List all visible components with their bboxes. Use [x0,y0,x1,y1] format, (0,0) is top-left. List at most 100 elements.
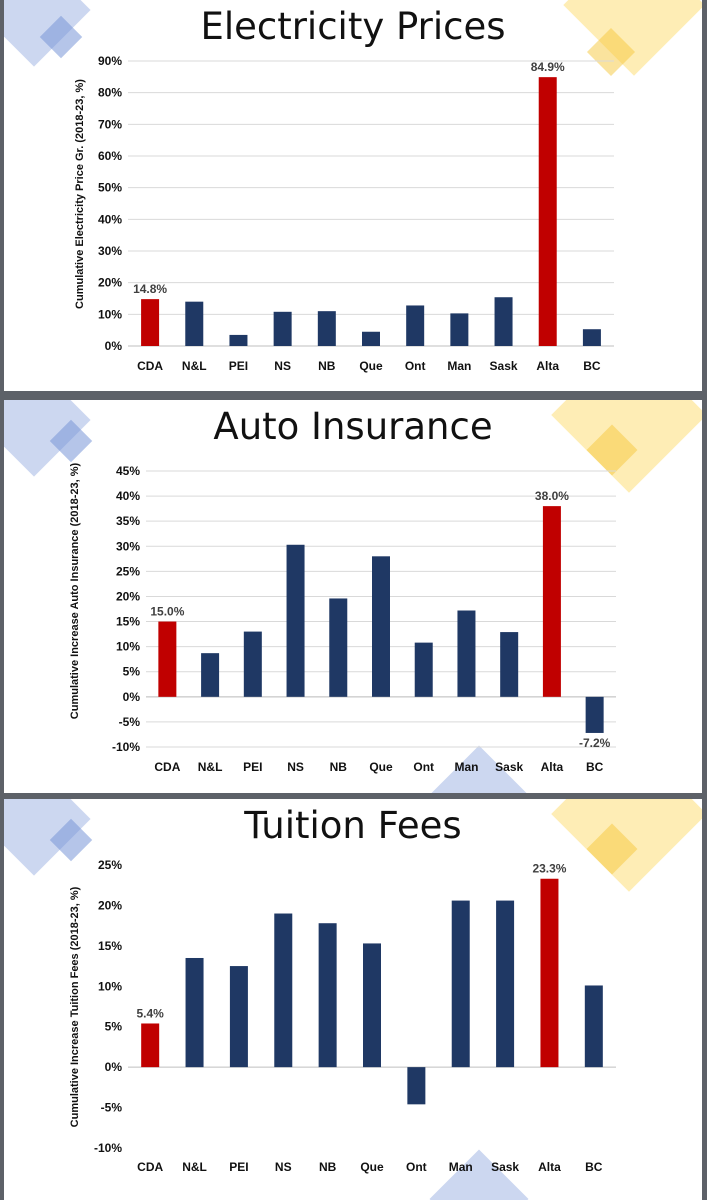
data-label: 15.0% [150,605,184,619]
bar-pei [229,334,248,346]
y-tick-label: 30% [116,539,140,553]
x-tick-label: Sask [490,359,518,373]
data-label: -7.2% [579,736,611,750]
y-tick-label: 20% [98,276,122,290]
bar-bc [585,696,604,733]
x-tick-label: BC [586,760,604,774]
y-tick-label: 0% [105,339,123,353]
x-tick-label: N&L [182,359,207,373]
y-tick-label: 10% [116,640,140,654]
chart-title: Tuition Fees [244,804,462,847]
data-label: 23.3% [532,862,566,876]
x-tick-label: NS [274,359,291,373]
bar-ont [406,305,425,346]
bar-que [363,943,381,1068]
y-tick-label: 20% [98,898,122,912]
x-tick-label: Alta [536,359,559,373]
y-tick-label: 30% [98,244,122,258]
x-tick-label: BC [583,359,601,373]
auto-insurance-chart-panel: Auto Insurance Cumulative Increase Auto … [4,400,702,793]
y-tick-label: 80% [98,86,122,100]
y-tick-label: 5% [123,665,141,679]
x-tick-label: Que [369,760,393,774]
y-tick-label: 0% [105,1060,123,1074]
x-tick-label: PEI [229,1160,248,1174]
x-tick-label: Sask [491,1160,519,1174]
y-tick-label: 25% [98,858,122,872]
bar-bc [584,985,603,1068]
data-label: 5.4% [137,1006,165,1020]
bar-que [372,556,390,697]
x-tick-label: CDA [154,760,180,774]
y-tick-label: 45% [116,464,140,478]
x-tick-label: Ont [413,760,434,774]
y-tick-label: 40% [116,489,140,503]
y-tick-label: 25% [116,564,140,578]
electricity-bar-chart: 0% 10% 20% 30% 40% 50% 60% 70% 80% 90% CDA 14.8% N&L… [98,54,614,373]
bar-man [450,313,469,346]
y-tick-label: 10% [98,979,122,993]
bar-sask [500,632,519,697]
x-tick-label: BC [585,1160,603,1174]
x-tick-label: NS [287,760,304,774]
x-tick-label: Sask [495,760,523,774]
y-tick-label: 0% [123,690,141,704]
y-tick-label: -5% [119,715,141,729]
bar-bc [582,329,601,346]
x-tick-label: Ont [405,359,426,373]
data-label: 38.0% [535,489,569,503]
y-tick-label: 70% [98,117,122,131]
y-tick-label: 15% [116,615,140,629]
electricity-chart-panel: Electricity Prices Cumulative Electricit… [4,0,702,391]
bar-cda [141,1023,160,1068]
y-tick-label: -10% [94,1141,122,1155]
x-tick-label: Alta [541,760,564,774]
y-tick-label: 5% [105,1020,123,1034]
x-tick-label: NS [275,1160,292,1174]
x-tick-label: NB [319,1160,337,1174]
bar-sask [496,900,515,1068]
y-tick-label: 90% [98,54,122,68]
y-tick-label: -10% [112,740,140,754]
bar-nl [185,957,204,1068]
y-tick-label: 40% [98,212,122,226]
bar-ns [273,311,292,346]
tuition-fees-bar-chart: -10% -5% 0% 5% 10% 15% 20% 25% CDA 5.4% N&L PEI NS NB… [94,858,616,1174]
y-tick-label: 50% [98,181,122,195]
x-tick-label: PEI [243,760,262,774]
y-tick-label: -5% [101,1101,123,1115]
bar-ns [286,544,305,697]
x-tick-label: NB [330,760,348,774]
x-tick-label: Que [360,1160,384,1174]
bar-nb [317,311,336,346]
bar-ont [407,1067,426,1105]
y-tick-label: 15% [98,939,122,953]
x-tick-label: N&L [198,760,223,774]
x-tick-label: Man [454,760,478,774]
bar-alta [542,506,561,697]
bar-ont [414,642,433,697]
bar-pei [243,631,262,697]
data-label: 14.8% [133,282,167,296]
bar-ns [274,913,293,1068]
bar-man [457,610,476,697]
bar-nb [318,923,337,1068]
bar-pei [229,966,248,1068]
tuition-fees-chart-panel: Tuition Fees Cumulative Increase Tuition… [4,799,702,1200]
y-tick-label: 60% [98,149,122,163]
y-tick-label: 35% [116,514,140,528]
bar-nl [185,301,204,346]
bar-man [451,900,470,1068]
x-tick-label: NB [318,359,336,373]
y-tick-label: 20% [116,589,140,603]
x-tick-label: Man [447,359,471,373]
bar-cda [141,299,160,346]
auto-insurance-bar-chart: -10% -5% 0% 5% 10% 15% 20% 25% 30% 35% 40% 45% CDA 15… [112,464,616,774]
data-label: 84.9% [531,60,565,74]
bar-sask [494,297,513,346]
x-tick-label: N&L [182,1160,207,1174]
x-tick-label: CDA [137,359,163,373]
bar-que [362,331,380,346]
bar-alta [538,77,557,347]
y-tick-label: 10% [98,307,122,321]
